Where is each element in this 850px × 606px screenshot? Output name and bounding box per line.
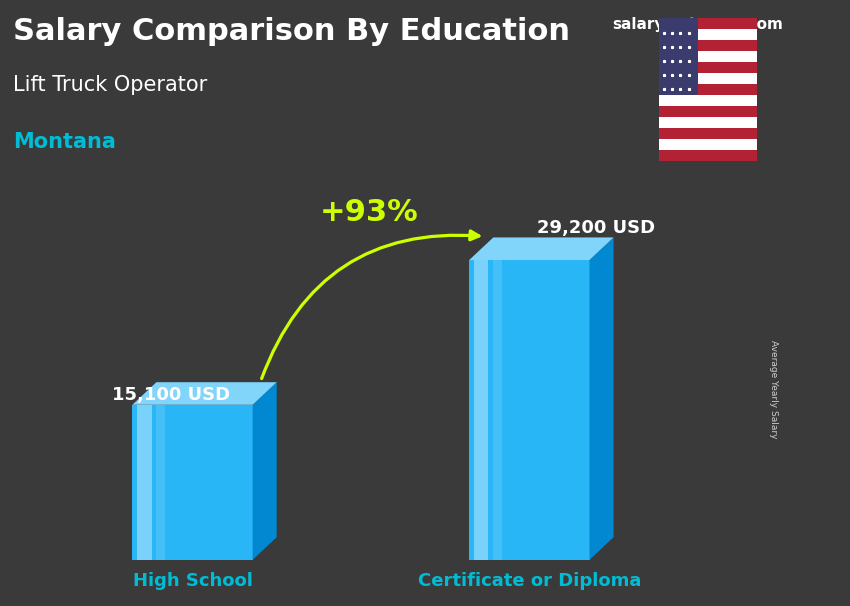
Bar — [659, 73, 756, 84]
Polygon shape — [493, 260, 501, 560]
Bar — [659, 150, 756, 161]
Bar — [659, 139, 756, 150]
Text: Lift Truck Operator: Lift Truck Operator — [13, 75, 207, 95]
Bar — [659, 128, 756, 139]
Bar — [659, 106, 756, 117]
Polygon shape — [469, 238, 614, 260]
Polygon shape — [133, 405, 252, 560]
Text: 15,100 USD: 15,100 USD — [112, 385, 230, 404]
Bar — [659, 18, 698, 95]
Text: .com: .com — [742, 17, 783, 32]
Bar — [659, 117, 756, 128]
Bar — [659, 95, 756, 106]
Bar — [659, 51, 756, 62]
Bar — [659, 62, 756, 73]
Text: 29,200 USD: 29,200 USD — [537, 219, 655, 238]
Bar — [659, 18, 756, 29]
Text: explorer: explorer — [659, 17, 731, 32]
Polygon shape — [469, 260, 590, 560]
Text: Certificate or Diploma: Certificate or Diploma — [417, 573, 641, 590]
Polygon shape — [590, 238, 614, 560]
Bar — [659, 40, 756, 51]
Polygon shape — [156, 405, 165, 560]
Polygon shape — [252, 382, 277, 560]
Text: Average Yearly Salary: Average Yearly Salary — [769, 340, 779, 439]
Text: High School: High School — [133, 573, 252, 590]
Bar — [659, 29, 756, 40]
Text: salary: salary — [612, 17, 665, 32]
Text: Salary Comparison By Education: Salary Comparison By Education — [13, 17, 570, 46]
Polygon shape — [137, 405, 151, 560]
Polygon shape — [474, 260, 489, 560]
Text: +93%: +93% — [320, 198, 418, 227]
Polygon shape — [133, 382, 277, 405]
Text: Montana: Montana — [13, 132, 116, 152]
Bar — [659, 84, 756, 95]
